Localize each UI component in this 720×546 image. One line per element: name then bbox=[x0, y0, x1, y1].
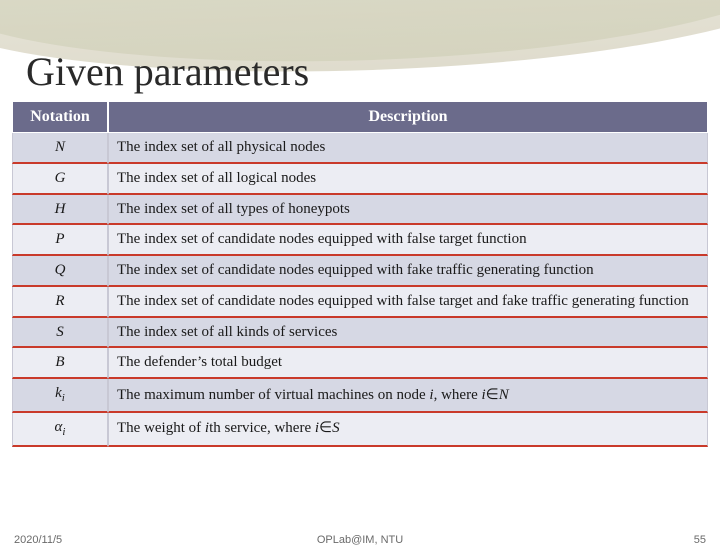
table-row: NThe index set of all physical nodes bbox=[12, 133, 708, 164]
cell-notation: S bbox=[12, 318, 108, 349]
footer-org: OPLab@IM, NTU bbox=[317, 534, 403, 546]
cell-notation: G bbox=[12, 164, 108, 195]
cell-notation: H bbox=[12, 195, 108, 226]
cell-description: The index set of candidate nodes equippe… bbox=[108, 256, 708, 287]
cell-notation: R bbox=[12, 287, 108, 318]
table-row: RThe index set of candidate nodes equipp… bbox=[12, 287, 708, 318]
cell-notation: Q bbox=[12, 256, 108, 287]
table-row: GThe index set of all logical nodes bbox=[12, 164, 708, 195]
table-row: SThe index set of all kinds of services bbox=[12, 318, 708, 349]
cell-description: The weight of ith service, where i∈S bbox=[108, 413, 708, 447]
cell-notation: P bbox=[12, 225, 108, 256]
table-row: QThe index set of candidate nodes equipp… bbox=[12, 256, 708, 287]
table-row: αiThe weight of ith service, where i∈S bbox=[12, 413, 708, 447]
cell-notation: ki bbox=[12, 379, 108, 413]
footer-page: 55 bbox=[694, 534, 706, 546]
col-header-description: Description bbox=[108, 101, 708, 133]
cell-description: The index set of all physical nodes bbox=[108, 133, 708, 164]
cell-description: The index set of candidate nodes equippe… bbox=[108, 225, 708, 256]
footer-date: 2020/11/5 bbox=[14, 534, 62, 546]
cell-description: The index set of all logical nodes bbox=[108, 164, 708, 195]
table-row: kiThe maximum number of virtual machines… bbox=[12, 379, 708, 413]
cell-notation: B bbox=[12, 348, 108, 379]
cell-description: The index set of candidate nodes equippe… bbox=[108, 287, 708, 318]
col-header-notation: Notation bbox=[12, 101, 108, 133]
cell-description: The index set of all kinds of services bbox=[108, 318, 708, 349]
parameters-table: Notation Description NThe index set of a… bbox=[12, 101, 708, 447]
table-row: PThe index set of candidate nodes equipp… bbox=[12, 225, 708, 256]
table-row: BThe defender’s total budget bbox=[12, 348, 708, 379]
cell-description: The index set of all types of honeypots bbox=[108, 195, 708, 226]
cell-description: The maximum number of virtual machines o… bbox=[108, 379, 708, 413]
table-row: HThe index set of all types of honeypots bbox=[12, 195, 708, 226]
cell-notation: N bbox=[12, 133, 108, 164]
cell-notation: αi bbox=[12, 413, 108, 447]
slide-title: Given parameters bbox=[0, 0, 720, 101]
cell-description: The defender’s total budget bbox=[108, 348, 708, 379]
